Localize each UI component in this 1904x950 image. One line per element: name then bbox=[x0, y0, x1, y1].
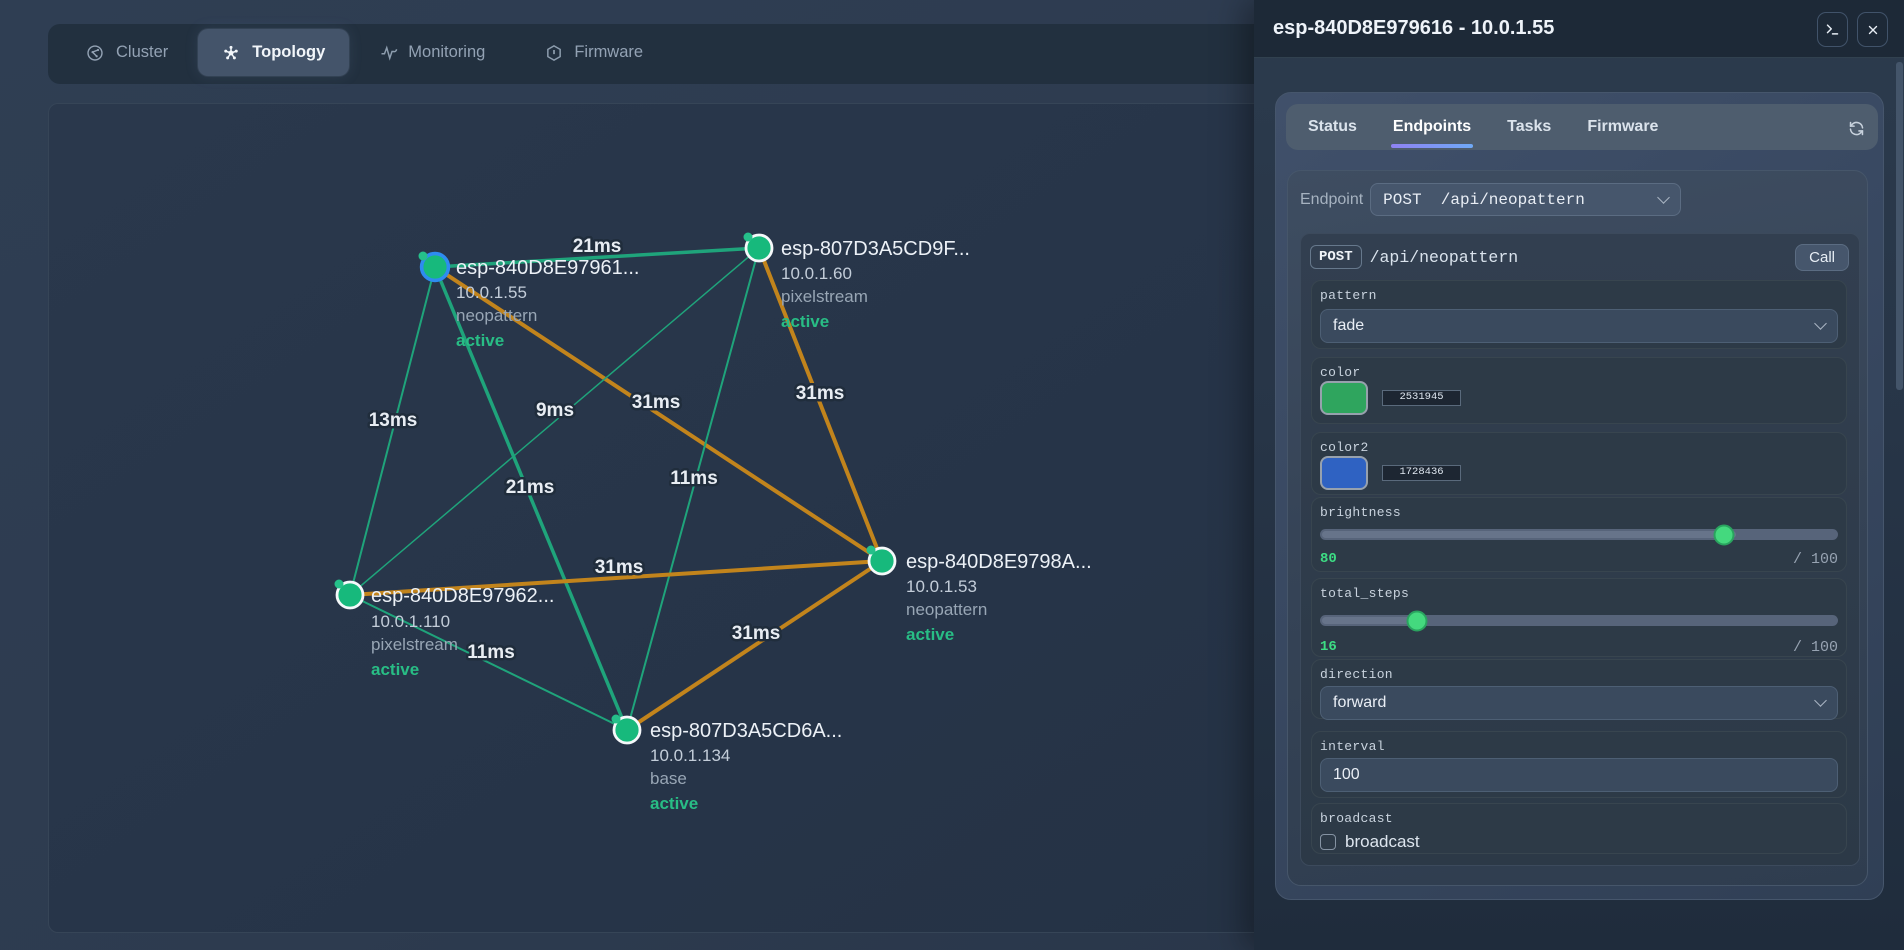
svg-text:active: active bbox=[906, 625, 954, 644]
svg-text:13ms: 13ms bbox=[369, 410, 418, 431]
svg-text:active: active bbox=[781, 312, 829, 331]
svg-text:neopattern: neopattern bbox=[456, 306, 537, 325]
svg-text:31ms: 31ms bbox=[732, 623, 781, 644]
svg-text:neopattern: neopattern bbox=[906, 600, 987, 619]
svg-text:esp-840D8E9798A...: esp-840D8E9798A... bbox=[906, 551, 1092, 573]
svg-text:31ms: 31ms bbox=[796, 383, 845, 404]
svg-text:10.0.1.110: 10.0.1.110 bbox=[371, 612, 450, 631]
svg-text:esp-840D8E97962...: esp-840D8E97962... bbox=[371, 585, 554, 607]
svg-text:11ms: 11ms bbox=[467, 642, 515, 663]
svg-text:pixelstream: pixelstream bbox=[781, 287, 868, 306]
svg-text:31ms: 31ms bbox=[632, 392, 681, 413]
svg-text:21ms: 21ms bbox=[506, 477, 555, 498]
svg-text:9ms: 9ms bbox=[536, 400, 574, 421]
svg-text:active: active bbox=[371, 660, 419, 679]
svg-text:base: base bbox=[650, 769, 687, 788]
svg-text:21ms: 21ms bbox=[573, 236, 622, 257]
svg-text:10.0.1.53: 10.0.1.53 bbox=[906, 577, 977, 596]
svg-text:10.0.1.134: 10.0.1.134 bbox=[650, 746, 730, 765]
svg-text:esp-840D8E97961...: esp-840D8E97961... bbox=[456, 257, 639, 279]
svg-text:11ms: 11ms bbox=[670, 468, 718, 489]
svg-text:active: active bbox=[456, 331, 504, 350]
svg-text:10.0.1.60: 10.0.1.60 bbox=[781, 264, 852, 283]
svg-text:esp-807D3A5CD9F...: esp-807D3A5CD9F... bbox=[781, 238, 970, 260]
svg-text:31ms: 31ms bbox=[595, 557, 644, 578]
svg-text:active: active bbox=[650, 794, 698, 813]
svg-text:pixelstream: pixelstream bbox=[371, 635, 458, 654]
svg-text:10.0.1.55: 10.0.1.55 bbox=[456, 283, 527, 302]
svg-text:esp-807D3A5CD6A...: esp-807D3A5CD6A... bbox=[650, 720, 842, 742]
